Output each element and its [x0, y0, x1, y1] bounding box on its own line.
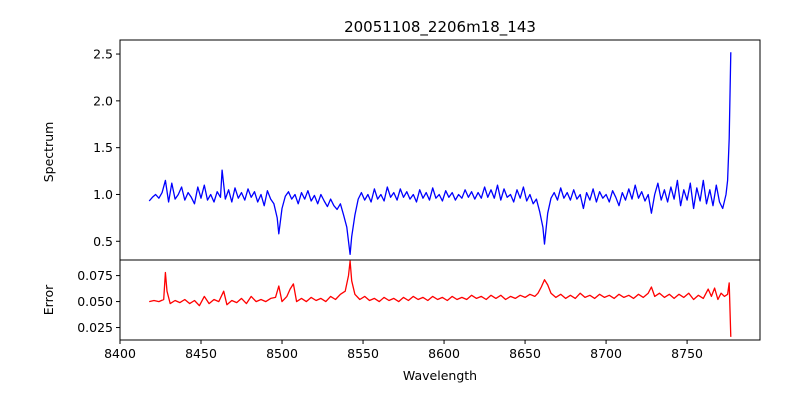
error-panel-ytick-label: 0.075: [77, 268, 113, 283]
spectrum-panel-series-line: [148, 52, 732, 256]
spectrum-panel-ytick-label: 1.0: [93, 187, 113, 202]
chart-title: 20051108_2206m18_143: [344, 18, 536, 37]
error-panel-series-line: [149, 260, 732, 337]
spectrum-panel-ytick-label: 0.5: [93, 234, 113, 249]
spectrum-panel-ytick-label: 1.5: [93, 140, 113, 155]
wavelength-axis-label: Wavelength: [403, 368, 477, 383]
spectrum-panel-ytick-label: 2.5: [93, 47, 113, 62]
spectrum-panel: 0.5 1.0 1.5 2.0 2.5: [93, 39, 761, 261]
error-panel-xtick-label: 8700: [590, 346, 622, 361]
error-panel-xtick-label: 8600: [428, 346, 460, 361]
error-panel-frame: [119, 259, 761, 341]
error-panel-xtick-label: 8550: [347, 346, 379, 361]
error-panel-xtick-label: 8750: [671, 346, 703, 361]
error-panel-ytick-label: 0.025: [77, 320, 113, 335]
spectrum-panel-ytick-label: 2.0: [93, 93, 113, 108]
error-panel-xtick-label: 8500: [266, 346, 298, 361]
error-panel-xtick-label: 8650: [509, 346, 541, 361]
error-panel-xtick-label: 8450: [185, 346, 217, 361]
error-panel-xtick-label: 8400: [104, 346, 136, 361]
error-panel: 0.025 0.050 0.075 8400 8450 8500 8550 8600 8650 8…: [77, 259, 761, 361]
spectrum-axis-label: Spectrum: [41, 122, 56, 183]
error-panel-ytick-label: 0.050: [77, 294, 113, 309]
spectrum-panel-frame: [119, 39, 761, 261]
error-axis-label: Error: [41, 284, 56, 315]
